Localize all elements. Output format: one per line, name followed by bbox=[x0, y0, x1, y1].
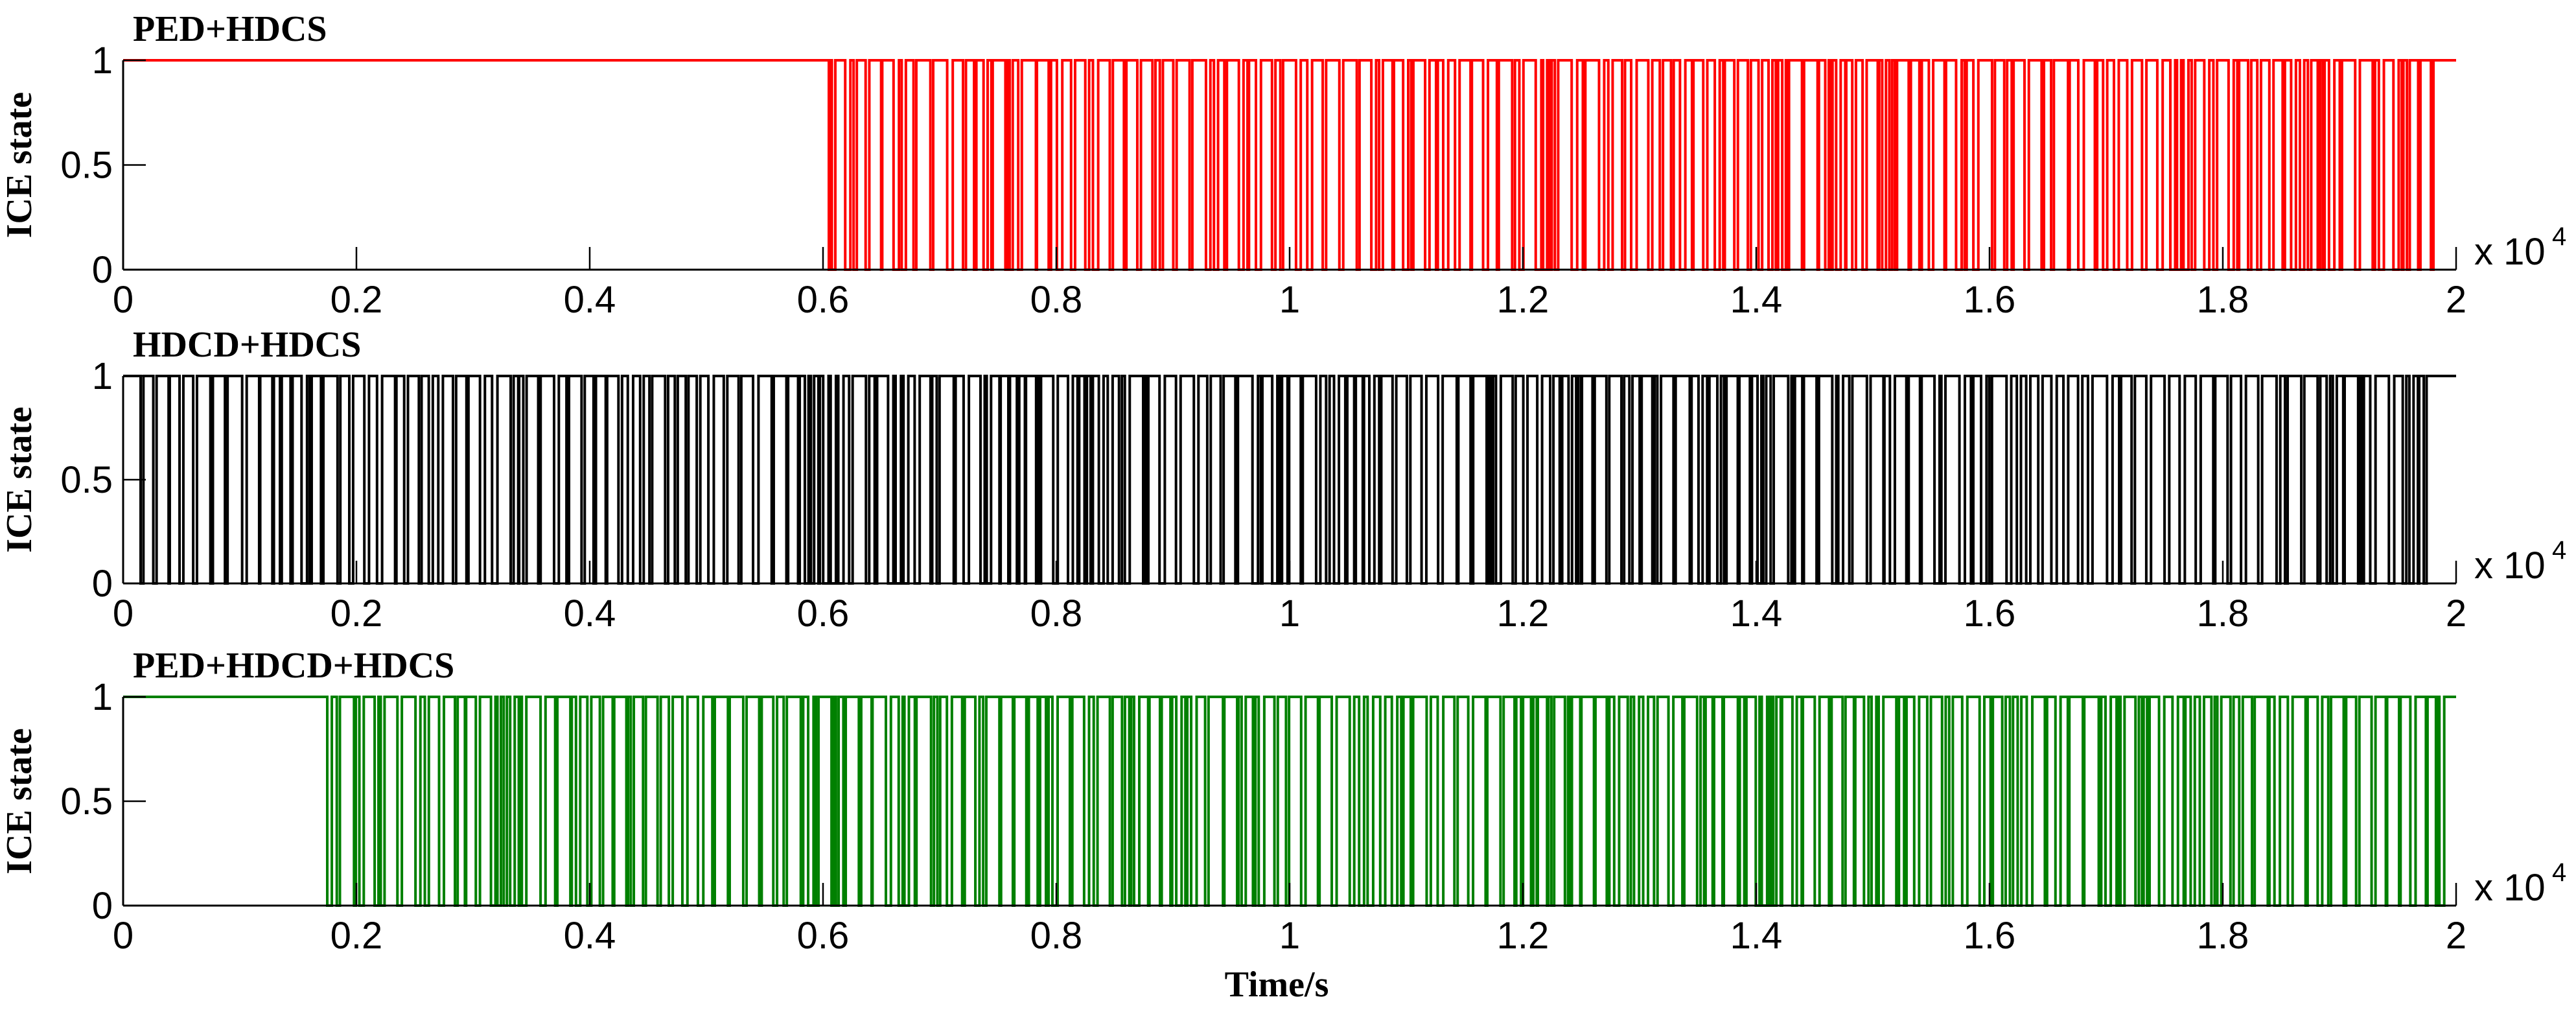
series-line bbox=[123, 375, 2456, 585]
series-line bbox=[123, 696, 2456, 907]
x-multiplier-exponent: 4 bbox=[2552, 858, 2566, 887]
y-tick-label: 1 bbox=[92, 355, 113, 397]
x-multiplier-label: x 10 bbox=[2474, 867, 2546, 909]
chart-panel-1: 0 0.2 0.4 0.6 0.8 1 1.2 1.4 1.6 1.8 2 0 0.5 1 x 10 4 PED… bbox=[0, 9, 2566, 321]
x-tick-label: 0.4 bbox=[564, 915, 616, 957]
x-tick-label: 1.2 bbox=[1497, 915, 1549, 957]
x-tick-label: 1.4 bbox=[1730, 592, 1783, 635]
x-tick-label: 0.8 bbox=[1030, 915, 1083, 957]
panel-title: PED+HDCS bbox=[133, 9, 327, 49]
y-tick-label: 1 bbox=[92, 40, 113, 82]
x-tick-label: 1.6 bbox=[1964, 915, 2016, 957]
x-axis-label: Time/s bbox=[1225, 965, 1329, 1005]
x-multiplier-label: x 10 bbox=[2474, 231, 2546, 273]
y-tick-label: 1 bbox=[92, 676, 113, 718]
y-axis-label: ICE state bbox=[0, 92, 40, 239]
x-tick-label: 0.4 bbox=[564, 592, 616, 635]
x-tick-label: 0.2 bbox=[331, 915, 383, 957]
y-tick-label: 0 bbox=[92, 885, 113, 927]
x-tick-label: 1.2 bbox=[1497, 592, 1549, 635]
x-tick-label: 1.8 bbox=[2197, 592, 2249, 635]
x-tick-label: 1.6 bbox=[1964, 279, 2016, 321]
x-tick-label: 0.6 bbox=[797, 279, 850, 321]
x-tick-label: 0.8 bbox=[1030, 592, 1083, 635]
x-tick-label: 2 bbox=[2446, 915, 2466, 957]
x-tick-label: 2 bbox=[2446, 279, 2466, 321]
y-tick-label: 0.5 bbox=[60, 459, 113, 501]
x-tick-label: 0 bbox=[113, 915, 133, 957]
x-tick-label: 1.8 bbox=[2197, 279, 2249, 321]
x-tick-label: 1.6 bbox=[1964, 592, 2016, 635]
x-tick-label: 0.2 bbox=[331, 279, 383, 321]
y-axis-label: ICE state bbox=[0, 728, 40, 874]
x-multiplier-exponent: 4 bbox=[2552, 536, 2566, 565]
panel-title: PED+HDCD+HDCS bbox=[133, 646, 454, 686]
x-tick-label: 1.8 bbox=[2197, 915, 2249, 957]
x-tick-label: 0 bbox=[113, 279, 133, 321]
x-tick-label: 0.6 bbox=[797, 915, 850, 957]
series-line bbox=[123, 59, 2456, 271]
y-tick-label: 0 bbox=[92, 249, 113, 291]
x-tick-label: 2 bbox=[2446, 592, 2466, 635]
x-tick-label: 0.2 bbox=[331, 592, 383, 635]
panel-title: HDCD+HDCS bbox=[133, 325, 361, 365]
x-tick-label: 0.8 bbox=[1030, 279, 1083, 321]
x-multiplier-exponent: 4 bbox=[2552, 222, 2566, 251]
x-tick-label: 0.4 bbox=[564, 279, 616, 321]
x-tick-label: 1.4 bbox=[1730, 915, 1783, 957]
y-tick-label: 0.5 bbox=[60, 145, 113, 187]
x-multiplier-label: x 10 bbox=[2474, 545, 2546, 587]
chart-panel-3: 0 0.2 0.4 0.6 0.8 1 1.2 1.4 1.6 1.8 2 0 0.5 1 x 10 4 PED… bbox=[0, 646, 2566, 1005]
x-tick-label: 1 bbox=[1279, 279, 1300, 321]
x-tick-label: 1.4 bbox=[1730, 279, 1783, 321]
x-tick-label: 1.2 bbox=[1497, 279, 1549, 321]
y-axis-label: ICE state bbox=[0, 406, 40, 553]
y-tick-label: 0.5 bbox=[60, 780, 113, 823]
y-tick-label: 0 bbox=[92, 563, 113, 605]
x-tick-label: 0 bbox=[113, 592, 133, 635]
x-tick-label: 0.6 bbox=[797, 592, 850, 635]
chart-panel-2: 0 0.2 0.4 0.6 0.8 1 1.2 1.4 1.6 1.8 2 0 0.5 1 x 10 4 HDC… bbox=[0, 325, 2566, 635]
x-tick-label: 1 bbox=[1279, 915, 1300, 957]
x-tick-label: 1 bbox=[1279, 592, 1300, 635]
